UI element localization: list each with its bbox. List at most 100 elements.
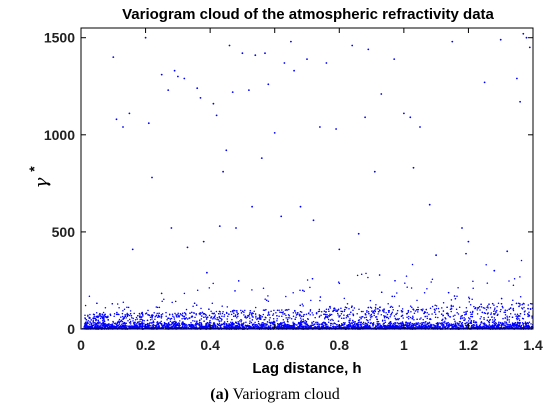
data-point [289,324,291,327]
data-point [442,323,445,326]
data-point [496,309,498,312]
data-point [527,304,530,306]
data-point [231,324,234,326]
data-point [494,323,496,326]
data-point [353,307,356,309]
data-point [183,323,186,325]
data-point [271,322,274,324]
data-point [428,321,431,324]
data-point [254,313,257,315]
data-point [208,287,211,289]
data-point [251,289,253,291]
data-point [160,314,163,316]
data-point [515,302,518,305]
data-point [497,326,500,328]
data-point [506,315,508,318]
data-point [493,317,496,319]
data-point [311,322,313,325]
data-point [127,319,129,322]
data-point [447,325,450,327]
data-point [282,319,285,321]
data-point [407,311,410,313]
data-point [124,315,126,317]
data-point [318,326,321,328]
data-point [456,322,458,324]
data-point [268,321,271,324]
data-point [496,305,498,308]
data-point [210,324,213,327]
data-point [414,324,417,326]
data-point [498,324,500,326]
data-point [89,323,91,325]
data-point [342,322,345,324]
data-point [487,305,489,307]
data-point [263,309,266,312]
data-point [405,275,408,277]
data-point [364,323,367,325]
data-point [381,326,383,328]
data-point [147,314,149,316]
data-point [122,309,124,312]
data-point [367,319,369,322]
data-point [349,319,351,322]
data-point [237,315,239,318]
data-point [426,317,429,320]
data-point [393,325,395,328]
data-point [341,323,344,326]
data-point [439,322,442,325]
data-point [467,322,470,325]
data-point [286,325,288,327]
data-point [203,320,205,322]
data-point [359,326,361,329]
data-point [220,326,222,329]
data-point [292,321,294,323]
data-point [497,302,500,304]
data-point [450,308,452,310]
data-point [256,324,258,326]
data-point [168,313,171,316]
data-point [417,306,419,309]
data-point [449,316,452,318]
data-point [210,322,212,324]
data-point [526,322,529,324]
data-point [198,321,201,324]
data-point [333,325,335,328]
data-point [479,318,481,320]
data-point [265,308,267,311]
data-point [285,317,287,319]
data-point [160,292,163,295]
data-point [183,315,186,318]
data-point [519,302,521,305]
data-point [407,318,410,320]
data-point [411,322,413,325]
data-point [123,321,126,324]
data-point [241,322,243,325]
data-point [382,323,384,325]
data-point [457,313,460,315]
data-point [479,323,482,326]
data-point [424,323,426,325]
data-point [401,310,404,313]
data-point [248,315,250,317]
data-point [198,323,201,325]
data-point [396,292,398,294]
data-point [281,311,284,314]
data-point [301,321,304,323]
data-point [505,321,507,323]
data-point [426,311,428,314]
data-point [461,317,464,319]
data-point [104,322,106,325]
data-point [426,288,428,290]
data-point [245,317,247,319]
data-point [385,311,387,314]
data-point [228,313,230,315]
data-point [352,313,355,316]
data-point [269,322,272,325]
data-point [401,325,403,327]
data-point [326,314,328,316]
data-point [381,320,384,322]
data-point [399,322,401,325]
data-point [251,324,254,327]
data-point [404,282,406,284]
data-point [318,325,320,327]
